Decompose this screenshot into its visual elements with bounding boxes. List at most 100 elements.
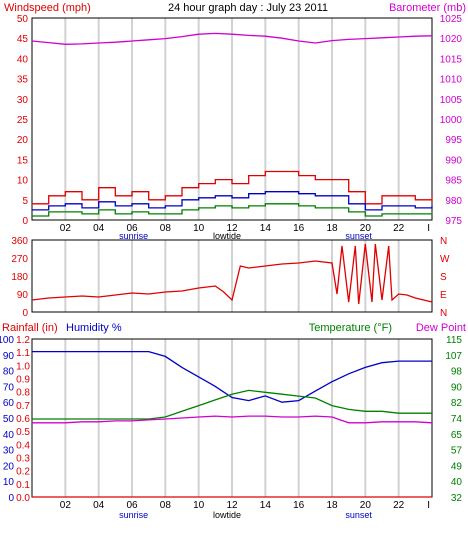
x-tick-label: 08 (160, 500, 172, 511)
x-tick-label: 16 (293, 223, 305, 234)
humidity-tick: 10 (3, 477, 15, 488)
rain-tick: 0.1 (16, 480, 30, 491)
x-tick-label: 04 (93, 223, 105, 234)
x-tick-label: 02 (60, 223, 72, 234)
humidity-tick: 50 (3, 414, 15, 425)
temperature-tick: 115 (446, 335, 462, 346)
humidity-axis-label: Humidity % (66, 322, 122, 334)
humidity-tick: 70 (3, 382, 15, 393)
temperature-axis-label: Temperature (°F) (309, 322, 392, 334)
humidity-tick: 30 (3, 446, 15, 457)
sunrise-marker: sunrise (119, 231, 148, 241)
direction-tick: 270 (11, 254, 28, 265)
lowtide-marker: lowtide (213, 231, 241, 241)
barometer-tick: 1015 (440, 54, 463, 65)
x-tick-label: 14 (260, 223, 272, 234)
windspeed-tick: 45 (17, 34, 29, 45)
x-tick-label: 10 (193, 500, 205, 511)
x-tick-label: 12 (226, 500, 238, 511)
barometer-tick: 975 (445, 216, 462, 227)
humidity-tick: 60 (3, 398, 15, 409)
dewpoint-axis-label: Dew Point (416, 322, 466, 334)
rain-tick: 0.6 (16, 414, 30, 425)
humidity-tick: 40 (3, 430, 15, 441)
x-tick-label: 22 (393, 500, 405, 511)
temperature-tick: 49 (451, 461, 463, 472)
x-tick-label: 04 (93, 500, 105, 511)
temperature-tick: 98 (451, 367, 463, 378)
compass-tick: S (440, 272, 447, 283)
plot-frame-2 (31, 239, 433, 313)
barometer-tick: 990 (445, 155, 462, 166)
compass-tick: N (440, 236, 447, 247)
direction-tick: 90 (17, 290, 29, 301)
barometer-tick: 1010 (440, 75, 463, 86)
x-tick-label: 08 (160, 223, 172, 234)
compass-tick: W (440, 254, 450, 265)
barometer-tick: 985 (445, 176, 462, 187)
wind-series-green (32, 203, 433, 217)
humidity-tick: 0 (8, 493, 14, 504)
rain-tick: 0.4 (16, 440, 30, 451)
temperature-tick: 40 (451, 477, 463, 488)
windspeed-tick: 5 (22, 196, 28, 207)
plot-frame-1 (31, 17, 433, 221)
env-series-green (32, 389, 432, 420)
humidity-tick: 90 (3, 351, 15, 362)
temperature-tick: 90 (451, 382, 463, 393)
direction-tick: 0 (22, 308, 28, 319)
x-tick-label: 22 (393, 223, 405, 234)
sunset-marker: sunset (345, 510, 372, 520)
windspeed-tick: 20 (17, 135, 29, 146)
x-tick-label: 18 (326, 223, 338, 234)
barometer-tick: 1020 (440, 34, 463, 45)
x-tick-label: 02 (60, 500, 72, 511)
rain-tick: 0.5 (16, 427, 30, 438)
rain-tick: 1.0 (16, 361, 30, 372)
x-tick-label: 06 (126, 500, 138, 511)
rain-tick: 0.3 (16, 454, 30, 465)
x-tick-label: I (427, 500, 430, 511)
temperature-tick: 57 (451, 446, 463, 457)
x-tick-label: 14 (260, 500, 272, 511)
x-tick-label: 18 (326, 500, 338, 511)
humidity-tick: 100 (0, 335, 14, 346)
sunrise-marker: sunrise (119, 510, 148, 520)
x-tick-label: 12 (226, 223, 238, 234)
windspeed-axis-label: Windspeed (mph) (4, 2, 91, 14)
windspeed-tick: 30 (17, 95, 29, 106)
humidity-tick: 80 (3, 367, 15, 378)
env-series-blue (32, 350, 432, 403)
x-tick-label: 06 (126, 223, 138, 234)
barometer-tick: 1025 (440, 14, 463, 25)
temperature-tick: 74 (451, 414, 463, 425)
windspeed-tick: 50 (17, 14, 29, 25)
windspeed-tick: 35 (17, 75, 29, 86)
x-tick-label: 10 (193, 223, 205, 234)
temperature-tick: 107 (445, 351, 462, 362)
wind-series-magenta (31, 32, 433, 45)
rain-tick: 0.8 (16, 388, 30, 399)
direction-tick: 180 (11, 272, 28, 283)
rain-tick: 1.1 (16, 348, 30, 359)
wind-series-red (32, 170, 433, 205)
rain-tick: 0.2 (16, 467, 30, 478)
barometer-tick: 1000 (440, 115, 463, 126)
rain-tick: 1.2 (16, 335, 30, 346)
direction-tick: 360 (11, 236, 28, 247)
rainfall-axis-label: Rainfall (in) (2, 322, 58, 334)
humidity-tick: 20 (3, 461, 15, 472)
rain-tick: 0.9 (16, 375, 30, 386)
lowtide-marker: lowtide (213, 510, 241, 520)
rain-tick: 0.0 (16, 493, 30, 504)
temperature-tick: 65 (451, 430, 463, 441)
compass-tick: E (440, 290, 447, 301)
barometer-tick: 995 (445, 135, 462, 146)
temperature-tick: 82 (451, 398, 463, 409)
sunset-marker: sunset (345, 231, 372, 241)
compass-tick: N (440, 308, 447, 319)
direction-series (31, 243, 433, 305)
windspeed-tick: 40 (17, 54, 29, 65)
windspeed-tick: 10 (17, 176, 29, 187)
